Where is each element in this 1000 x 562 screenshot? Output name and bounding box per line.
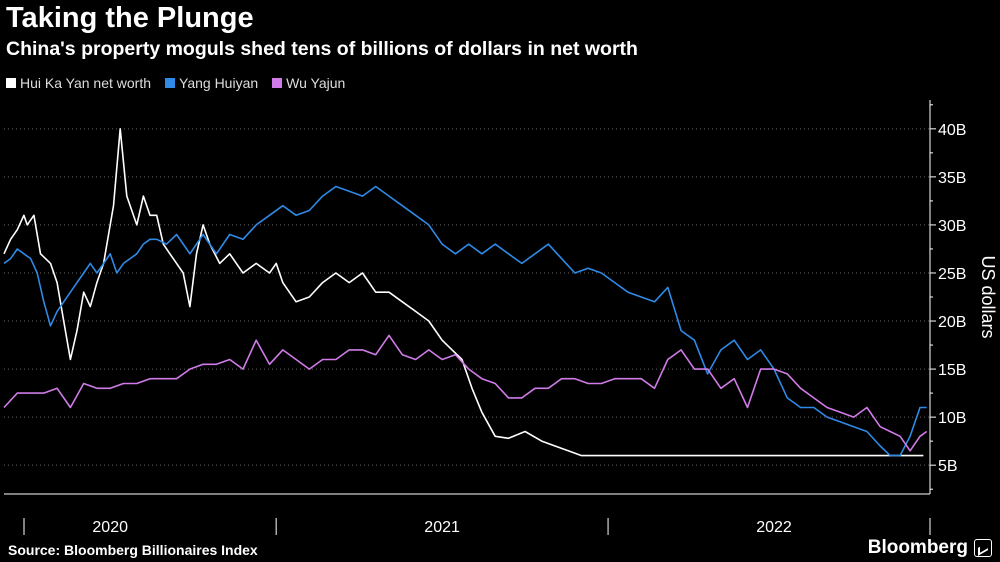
y-axis-title: US dollars (978, 255, 998, 338)
series-line-1 (3, 185, 927, 457)
y-tick-label-20: 20B (938, 314, 966, 331)
legend-item-yang: Yang Huiyan (165, 75, 258, 91)
brand-name: Bloomberg (867, 537, 968, 558)
legend-item-hui: Hui Ka Yan net worth (6, 75, 151, 91)
chart-subtitle: China's property moguls shed tens of bil… (6, 38, 638, 60)
brand-logo: Bloomberg (868, 537, 992, 559)
chart-title: Taking the Plunge (6, 2, 254, 34)
legend-label-yang: Yang Huiyan (179, 75, 259, 91)
legend-item-wu: Wu Yajun (272, 75, 345, 91)
y-tick-label-40: 40B (938, 122, 966, 139)
y-tick-label-5: 5B (938, 458, 958, 475)
series-line-2 (3, 334, 928, 452)
legend: Hui Ka Yan net worth Yang Huiyan Wu Yaju… (6, 75, 345, 91)
y-tick-label-10: 10B (938, 410, 966, 427)
legend-label-hui: Hui Ka Yan net worth (20, 75, 152, 91)
x-tick-label-2021: 2021 (424, 519, 460, 536)
y-tick-label-25: 25B (938, 266, 966, 283)
legend-swatch-yang (165, 78, 176, 88)
x-tick-label-2020: 2020 (92, 519, 128, 536)
x-tick-label-2022: 2022 (756, 519, 792, 536)
source-note: Source: Bloomberg Billionaires Index (8, 542, 258, 558)
legend-label-wu: Wu Yajun (286, 75, 346, 91)
y-tick-label-35: 35B (938, 170, 966, 187)
legend-swatch-hui (6, 78, 16, 88)
y-tick-label-30: 30B (938, 218, 966, 235)
series-line-0 (3, 128, 924, 457)
y-tick-label-15: 15B (938, 362, 966, 379)
legend-swatch-wu (272, 78, 283, 88)
bloomberg-chart-icon (974, 539, 992, 557)
